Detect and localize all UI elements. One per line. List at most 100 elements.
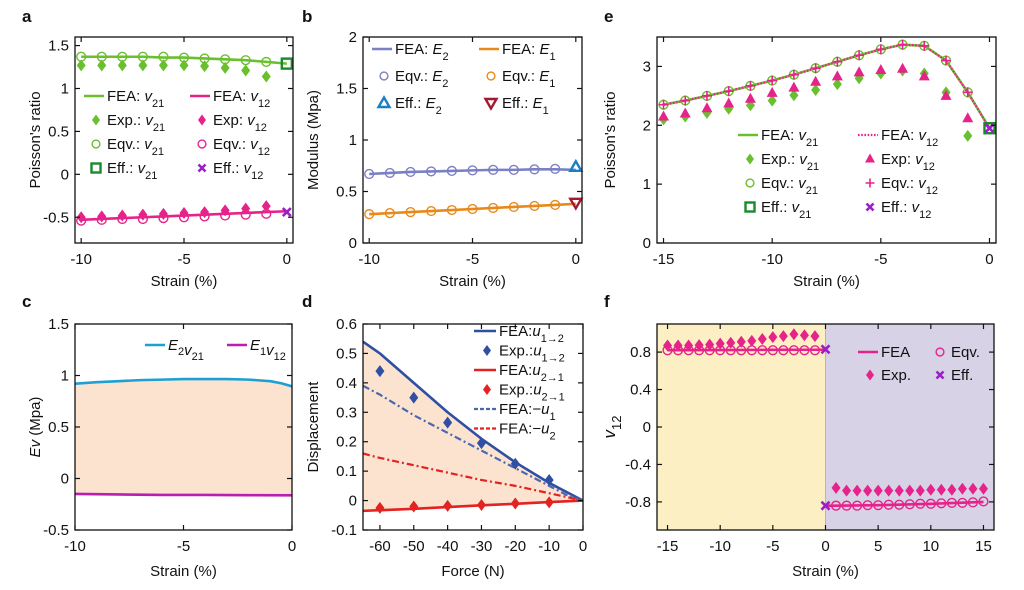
x-axis-label: Strain (%) — [150, 563, 217, 580]
x-tick-label: -5 — [177, 251, 190, 268]
markers-b — [364, 158, 584, 220]
point-f-2-7 — [736, 335, 746, 348]
x-tick-label: -50 — [403, 538, 425, 555]
legend-label: FEA:u1→2 — [499, 323, 564, 345]
point-f-2-20 — [884, 484, 894, 497]
legend-swatch — [198, 114, 206, 126]
legend-item: FEA: v12 — [190, 88, 270, 110]
legend-swatch — [483, 97, 499, 111]
point-f-2-23 — [915, 484, 925, 497]
point-e-5-3 — [723, 86, 734, 97]
y-tick-label: 0.5 — [48, 419, 69, 436]
legend-item: Exp.:u1→2 — [483, 343, 565, 365]
point-f-1-10 — [767, 345, 778, 356]
point-e-3-3 — [723, 97, 735, 108]
x-tick-label: -5 — [177, 538, 190, 555]
point-b-2-4 — [446, 165, 457, 177]
legend-label: E2v21 — [168, 337, 204, 363]
point-f-1-11 — [778, 345, 789, 356]
y-tick-label: 0.5 — [336, 345, 357, 362]
legend-item: Eff.: v12 — [865, 199, 931, 221]
point-f-2-21 — [894, 484, 904, 497]
x-axis-label: Force (N) — [441, 563, 504, 580]
legend-label: FEA:−u1 — [499, 401, 556, 423]
point-f-1-21 — [894, 499, 905, 510]
legend-label: FEA: v12 — [213, 88, 270, 110]
point-b-3-9 — [550, 199, 561, 210]
legend-label: FEA:u2→1 — [499, 362, 564, 384]
x-tick-label: -15 — [653, 251, 675, 268]
legend-item: Eqv. — [935, 344, 980, 361]
point-a-3-0 — [76, 211, 86, 224]
point-d-1-1 — [409, 391, 419, 404]
point-f-2-27 — [957, 482, 967, 495]
y-tick-label: 1 — [61, 81, 69, 98]
panel-c: -10 -5 0 -0.5 0 0.5 1 1.5 Strain (%) Ev (Mpa) c E2v… — [22, 292, 296, 580]
point-b-4-0 — [568, 158, 584, 172]
point-a-5-6 — [199, 211, 210, 222]
legend-label: FEA:−u2 — [499, 421, 556, 443]
y-tick-label: -0.8 — [625, 494, 651, 511]
point-f-2-5 — [715, 337, 725, 350]
point-b-3-6 — [488, 202, 499, 214]
x-tick-label: -10 — [64, 538, 86, 555]
legend-b: FEA: E2 FEA: E1 Eqv.: E2 Eqv.: E1 Eff.: E2 Ef… — [372, 41, 556, 117]
legend-swatch — [90, 162, 102, 174]
series-line-b-1-0 — [369, 202, 576, 216]
point-e-5-1 — [680, 95, 691, 106]
x-tick-label: -20 — [504, 538, 526, 555]
legend-item: Exp: v12 — [865, 151, 935, 173]
series-line-c-0-0 — [75, 377, 292, 388]
point-a-7-0 — [281, 207, 292, 218]
legend-swatch — [197, 163, 207, 173]
x-tick-label: 0 — [579, 538, 587, 555]
legend-label: Eff.: v21 — [761, 199, 811, 221]
legend-label: Eqv.: v21 — [761, 175, 818, 197]
panel-label: d — [302, 292, 312, 311]
point-d-3-3 — [476, 498, 486, 511]
legend-label: Exp: v12 — [881, 151, 935, 173]
point-b-2-3 — [426, 166, 437, 177]
markers-f — [662, 328, 989, 511]
point-f-2-0 — [663, 339, 673, 352]
point-a-5-8 — [240, 209, 251, 220]
x-tick-label: -60 — [369, 538, 391, 555]
point-b-2-2 — [405, 166, 416, 178]
series-line-f-0-1 — [825, 500, 984, 507]
x-tick-label: 0 — [821, 538, 829, 555]
point-f-2-14 — [810, 330, 820, 343]
legend-item: Eqv.: E2 — [379, 68, 448, 90]
point-f-1-15 — [830, 500, 842, 511]
y-tick-label: 0.3 — [336, 404, 357, 421]
legend-swatch — [197, 139, 207, 149]
point-b-2-0 — [364, 168, 375, 180]
legend-label: FEA: E2 — [395, 41, 449, 63]
point-f-2-8 — [747, 334, 757, 347]
x-tick-label: 15 — [975, 538, 992, 555]
legend-swatch — [379, 71, 389, 81]
point-f-2-13 — [799, 329, 809, 342]
legend-item: E2v21 — [145, 337, 204, 363]
legend-swatch — [91, 139, 101, 149]
x-tick-label: -15 — [657, 538, 679, 555]
legend-label: Eqv.: v12 — [881, 175, 938, 197]
legend-item: FEA: v21 — [738, 127, 818, 149]
point-a-4-2 — [117, 51, 128, 62]
legend-item: Eff.: v21 — [744, 199, 811, 221]
legend-label: Exp. — [881, 367, 911, 384]
x-tick-label: 0 — [288, 538, 296, 555]
point-f-1-20 — [883, 499, 894, 510]
point-a-4-1 — [96, 51, 107, 62]
legend-item: Eqv.: v21 — [91, 136, 164, 158]
point-f-2-18 — [863, 484, 873, 497]
point-d-1-3 — [476, 437, 486, 450]
y-tick-label: 2 — [643, 117, 651, 134]
point-e-3-11 — [897, 62, 909, 73]
legend-label: Exp: v12 — [213, 112, 267, 134]
point-e-3-4 — [744, 92, 756, 103]
point-b-3-3 — [426, 205, 437, 217]
y-tick-label: 0.1 — [336, 463, 357, 480]
legend-label: Exp.:u2→1 — [499, 382, 565, 404]
markers-d — [375, 365, 554, 514]
